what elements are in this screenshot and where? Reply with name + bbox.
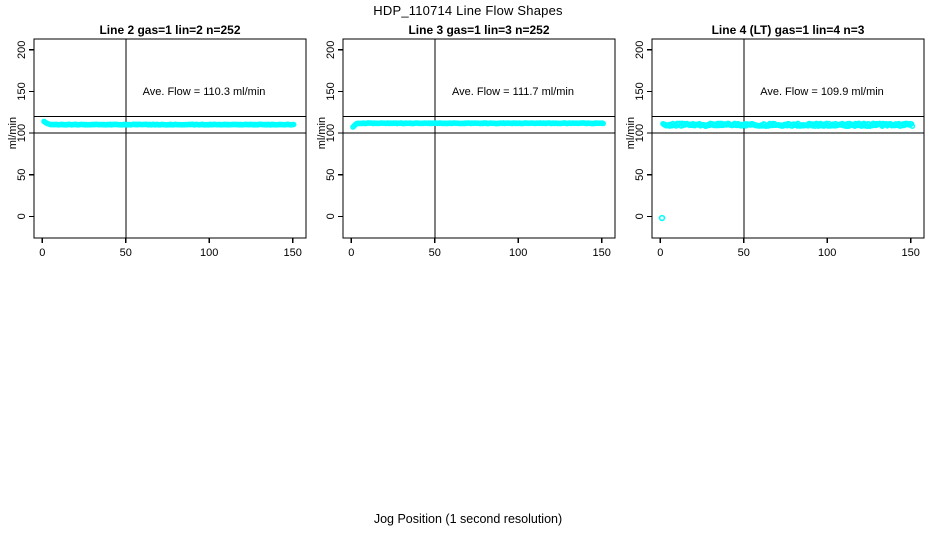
y-tick-label: 0	[325, 213, 337, 219]
y-tick-label: 0	[634, 213, 646, 219]
y-tick-label: 200	[634, 41, 646, 59]
y-tick-label: 50	[325, 169, 337, 181]
y-axis-unit-label: ml/min	[625, 117, 637, 149]
panel-2-svg: Line 3 gas=1 lin=3 n=252 0 50 100 150 0 50 100 1…	[316, 23, 616, 259]
x-tick-label: 100	[200, 247, 218, 259]
x-tick-label: 150	[283, 247, 301, 259]
panel-1: Line 2 gas=1 lin=2 n=252 0 50 100 150 0 50 100 1…	[4, 23, 314, 275]
y-tick-label: 100	[634, 124, 646, 142]
panel-2: Line 3 gas=1 lin=3 n=252 0 50 100 150 0 50 100 1…	[313, 23, 623, 275]
ave-flow-label: Ave. Flow = 111.7 ml/min	[452, 86, 574, 98]
data-point	[600, 120, 606, 127]
x-tick-label: 0	[348, 247, 354, 259]
panel-title: Line 3 gas=1 lin=3 n=252	[408, 23, 549, 37]
data-point	[909, 123, 916, 129]
panel-1-svg: Line 2 gas=1 lin=2 n=252 0 50 100 150 0 50 100 1…	[7, 23, 307, 259]
y-tick-label: 50	[634, 169, 646, 181]
ave-flow-label: Ave. Flow = 109.9 ml/min	[760, 86, 884, 98]
y-tick-label: 150	[16, 82, 28, 100]
panel-3: Line 4 (LT) gas=1 lin=4 n=3 0 50 100 150 0 50 1…	[622, 23, 932, 275]
x-axis-label: Jog Position (1 second resolution)	[373, 512, 563, 526]
x-tick-label: 50	[429, 247, 441, 259]
plot-box	[651, 38, 925, 239]
plot-box	[33, 38, 307, 239]
y-axis-unit-label: ml/min	[316, 117, 328, 149]
y-tick-label: 100	[16, 124, 28, 142]
panel-title: Line 4 (LT) gas=1 lin=4 n=3	[712, 23, 865, 37]
x-tick-label: 150	[901, 247, 919, 259]
y-axis-unit-label: ml/min	[7, 117, 19, 149]
x-tick-label: 0	[657, 247, 663, 259]
y-tick-label: 150	[634, 82, 646, 100]
x-tick-label: 150	[592, 247, 610, 259]
x-tick-label: 100	[509, 247, 527, 259]
y-tick-label: 150	[325, 82, 337, 100]
x-tick-label: 50	[738, 247, 750, 259]
y-tick-label: 100	[325, 124, 337, 142]
x-tick-label: 0	[39, 247, 45, 259]
plot-box	[342, 38, 616, 239]
outlier-point	[658, 214, 666, 222]
ave-flow-label: Ave. Flow = 110.3 ml/min	[143, 86, 266, 98]
y-tick-label: 0	[16, 213, 28, 219]
y-tick-label: 50	[16, 169, 28, 181]
y-tick-label: 200	[16, 41, 28, 59]
panel-title: Line 2 gas=1 lin=2 n=252	[99, 23, 240, 37]
y-tick-label: 200	[325, 41, 337, 59]
panel-3-svg: Line 4 (LT) gas=1 lin=4 n=3 0 50 100 150 0 50 1…	[625, 23, 925, 259]
x-tick-label: 50	[120, 247, 132, 259]
main-title: HDP_110714 Line Flow Shapes	[373, 3, 563, 18]
x-tick-label: 100	[818, 247, 836, 259]
data-point	[290, 121, 297, 128]
